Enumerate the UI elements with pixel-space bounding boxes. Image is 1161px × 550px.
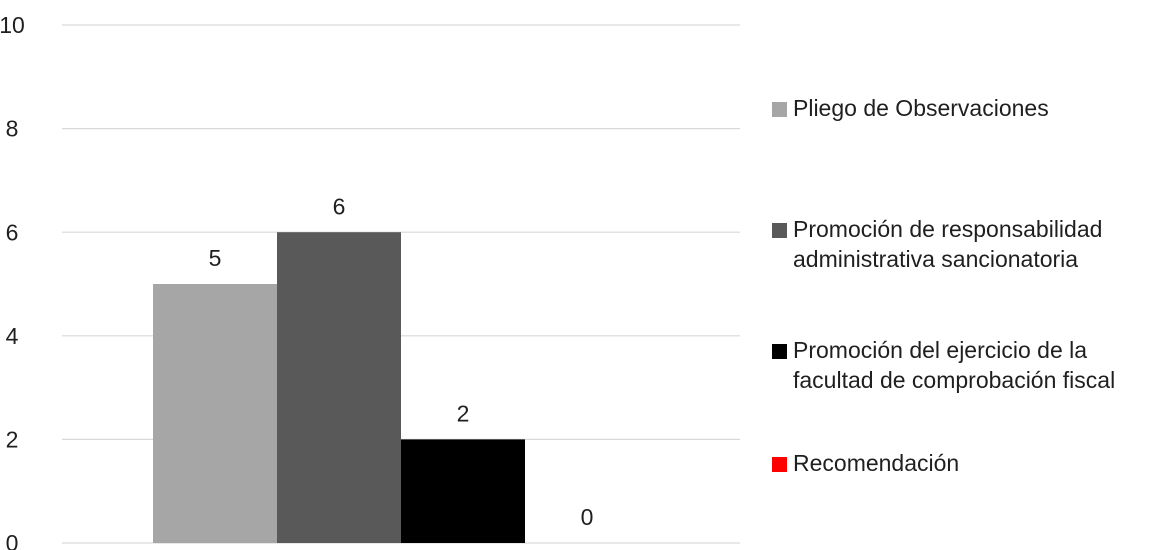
y-tick-label-4: 4 — [6, 323, 19, 349]
y-tick-label-6: 6 — [6, 219, 19, 245]
legend-label-pliego: Pliego de Observaciones — [793, 95, 1049, 121]
legend-item-recomendacion: Recomendación — [772, 448, 1157, 478]
legend-item-promocion-comprobacion: Promoción del ejercicio de la facultad d… — [772, 335, 1157, 395]
y-axis-tick-labels: 0 2 4 6 8 10 — [0, 12, 25, 550]
y-tick-label-0: 0 — [6, 530, 19, 550]
legend-swatch-pliego — [772, 102, 787, 117]
data-label-4: 0 — [581, 504, 594, 530]
data-label-3: 2 — [457, 400, 470, 426]
legend-label-promocion-responsabilidad: Promoción de responsabilidad administrat… — [793, 216, 1103, 272]
legend-swatch-promocion-responsabilidad — [772, 223, 787, 238]
legend: Pliego de Observaciones Promoción de res… — [772, 0, 1161, 550]
y-tick-label-10: 10 — [0, 12, 25, 38]
legend-item-promocion-responsabilidad: Promoción de responsabilidad administrat… — [772, 214, 1157, 274]
data-labels: 5 6 2 0 — [209, 193, 594, 530]
bars — [153, 232, 525, 543]
bar-1 — [153, 284, 277, 543]
legend-label-promocion-comprobacion: Promoción del ejercicio de la facultad d… — [793, 337, 1116, 393]
y-tick-label-8: 8 — [6, 116, 19, 142]
legend-item-pliego: Pliego de Observaciones — [772, 93, 1157, 123]
legend-label-recomendacion: Recomendación — [793, 450, 960, 476]
y-tick-label-2: 2 — [6, 426, 19, 452]
legend-swatch-recomendacion — [772, 457, 787, 472]
bar-chart-plot: 0 2 4 6 8 10 5 6 2 0 — [0, 12, 740, 550]
data-label-2: 6 — [333, 193, 346, 219]
legend-swatch-promocion-comprobacion — [772, 344, 787, 359]
bar-2 — [277, 232, 401, 543]
data-label-1: 5 — [209, 245, 222, 271]
bar-3 — [401, 439, 525, 543]
